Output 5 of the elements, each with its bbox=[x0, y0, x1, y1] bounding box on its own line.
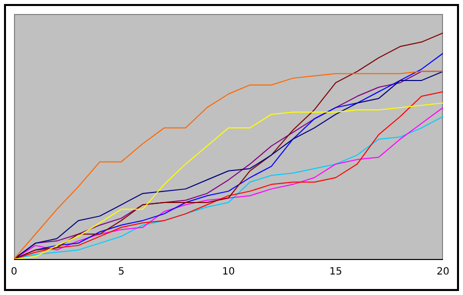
x-tick-label: 15 bbox=[329, 266, 342, 278]
x-tick-label: 5 bbox=[118, 266, 124, 278]
x-tick-label: 20 bbox=[436, 266, 450, 278]
x-tick-label: 10 bbox=[222, 266, 235, 278]
x-tick-label: 0 bbox=[10, 266, 18, 278]
